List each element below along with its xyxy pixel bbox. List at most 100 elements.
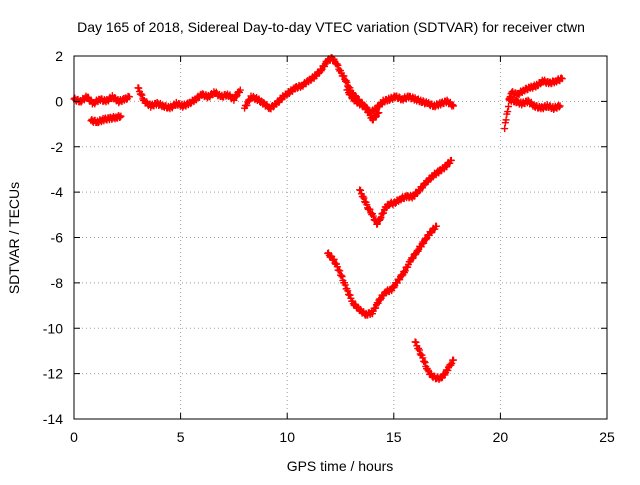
data-point	[420, 239, 428, 247]
x-tick-label: 15	[386, 429, 402, 445]
data-point	[331, 259, 339, 267]
data-point	[413, 246, 421, 254]
data-point	[360, 194, 368, 202]
data-point	[333, 263, 341, 271]
data-point	[556, 102, 564, 110]
axis-ticks: 0 5 10 15 20 25 -14 -12 -10 -8 -6 -4 -2 0 2	[43, 48, 615, 445]
data-point	[344, 287, 352, 295]
data-point	[380, 209, 388, 217]
y-tick-label: -14	[43, 411, 63, 427]
data-point	[415, 344, 423, 352]
data-segment	[356, 156, 455, 228]
data-segment	[87, 112, 125, 127]
y-tick-label: -6	[51, 230, 64, 246]
data-point	[502, 116, 510, 124]
data-segment	[505, 94, 564, 114]
data-point	[366, 205, 374, 213]
x-tick-label: 10	[279, 429, 295, 445]
data-point	[389, 283, 397, 291]
data-point	[421, 359, 429, 367]
data-point	[422, 236, 430, 244]
data-point	[375, 109, 383, 117]
data-point	[501, 125, 509, 133]
data-point	[243, 101, 251, 109]
y-tick-label: -8	[51, 275, 64, 291]
data-points	[70, 54, 566, 384]
data-segment	[343, 86, 383, 124]
data-point	[359, 192, 367, 200]
y-tick-label: -4	[51, 184, 64, 200]
x-tick-label: 0	[70, 429, 78, 445]
data-point	[139, 95, 147, 103]
data-point	[505, 103, 513, 111]
data-point	[317, 67, 325, 75]
data-point	[346, 90, 354, 98]
data-point	[346, 291, 354, 299]
y-tick-label: -2	[51, 139, 64, 155]
data-point	[340, 72, 348, 80]
data-point	[338, 273, 346, 281]
data-point	[330, 255, 338, 263]
data-point	[372, 304, 380, 312]
data-point	[230, 96, 238, 104]
data-point	[415, 187, 423, 195]
data-point	[372, 113, 380, 121]
y-tick-label: 0	[55, 93, 63, 109]
data-point	[347, 91, 355, 99]
x-tick-label: 20	[493, 429, 509, 445]
data-point	[377, 214, 385, 222]
data-point	[415, 346, 423, 354]
chart-title: Day 165 of 2018, Sidereal Day-to-day VTE…	[77, 19, 585, 35]
x-axis-label: GPS time / hours	[287, 458, 394, 474]
data-segment	[241, 54, 457, 117]
y-tick-label: -12	[43, 366, 63, 382]
data-point	[232, 93, 240, 101]
data-point	[125, 93, 133, 101]
data-segment	[134, 84, 244, 113]
data-point	[369, 212, 377, 220]
data-point	[138, 91, 146, 99]
y-axis-label: SDTVAR / TECUs	[6, 182, 22, 294]
y-tick-label: -10	[43, 320, 63, 336]
data-point	[412, 338, 420, 346]
data-point	[236, 86, 244, 94]
data-point	[363, 201, 371, 209]
data-segment	[324, 222, 440, 319]
data-point	[116, 113, 124, 121]
data-point	[558, 75, 566, 83]
y-tick-label: 2	[55, 48, 63, 64]
data-point	[333, 60, 341, 68]
data-point	[137, 90, 145, 98]
data-point	[420, 358, 428, 366]
data-point	[432, 222, 440, 230]
data-point	[337, 271, 345, 279]
data-point	[343, 78, 351, 86]
data-point	[376, 296, 384, 304]
data-point	[341, 281, 349, 289]
data-segment	[501, 74, 566, 133]
data-point	[449, 356, 457, 364]
data-point	[449, 102, 457, 110]
data-point	[117, 112, 125, 120]
data-point	[357, 186, 365, 194]
data-point	[401, 267, 409, 275]
data-point	[400, 268, 408, 276]
data-segment	[70, 92, 133, 108]
data-point	[447, 156, 455, 164]
data-point	[449, 101, 457, 109]
data-point	[336, 267, 344, 275]
data-point	[555, 103, 563, 111]
data-point	[135, 84, 143, 92]
data-segment	[411, 338, 457, 384]
data-point	[504, 108, 512, 116]
data-point	[376, 215, 384, 223]
data-point	[373, 220, 381, 228]
x-tick-label: 25	[599, 429, 615, 445]
x-tick-label: 5	[177, 429, 185, 445]
data-point	[419, 354, 427, 362]
data-point	[334, 61, 342, 69]
data-point	[424, 366, 432, 374]
